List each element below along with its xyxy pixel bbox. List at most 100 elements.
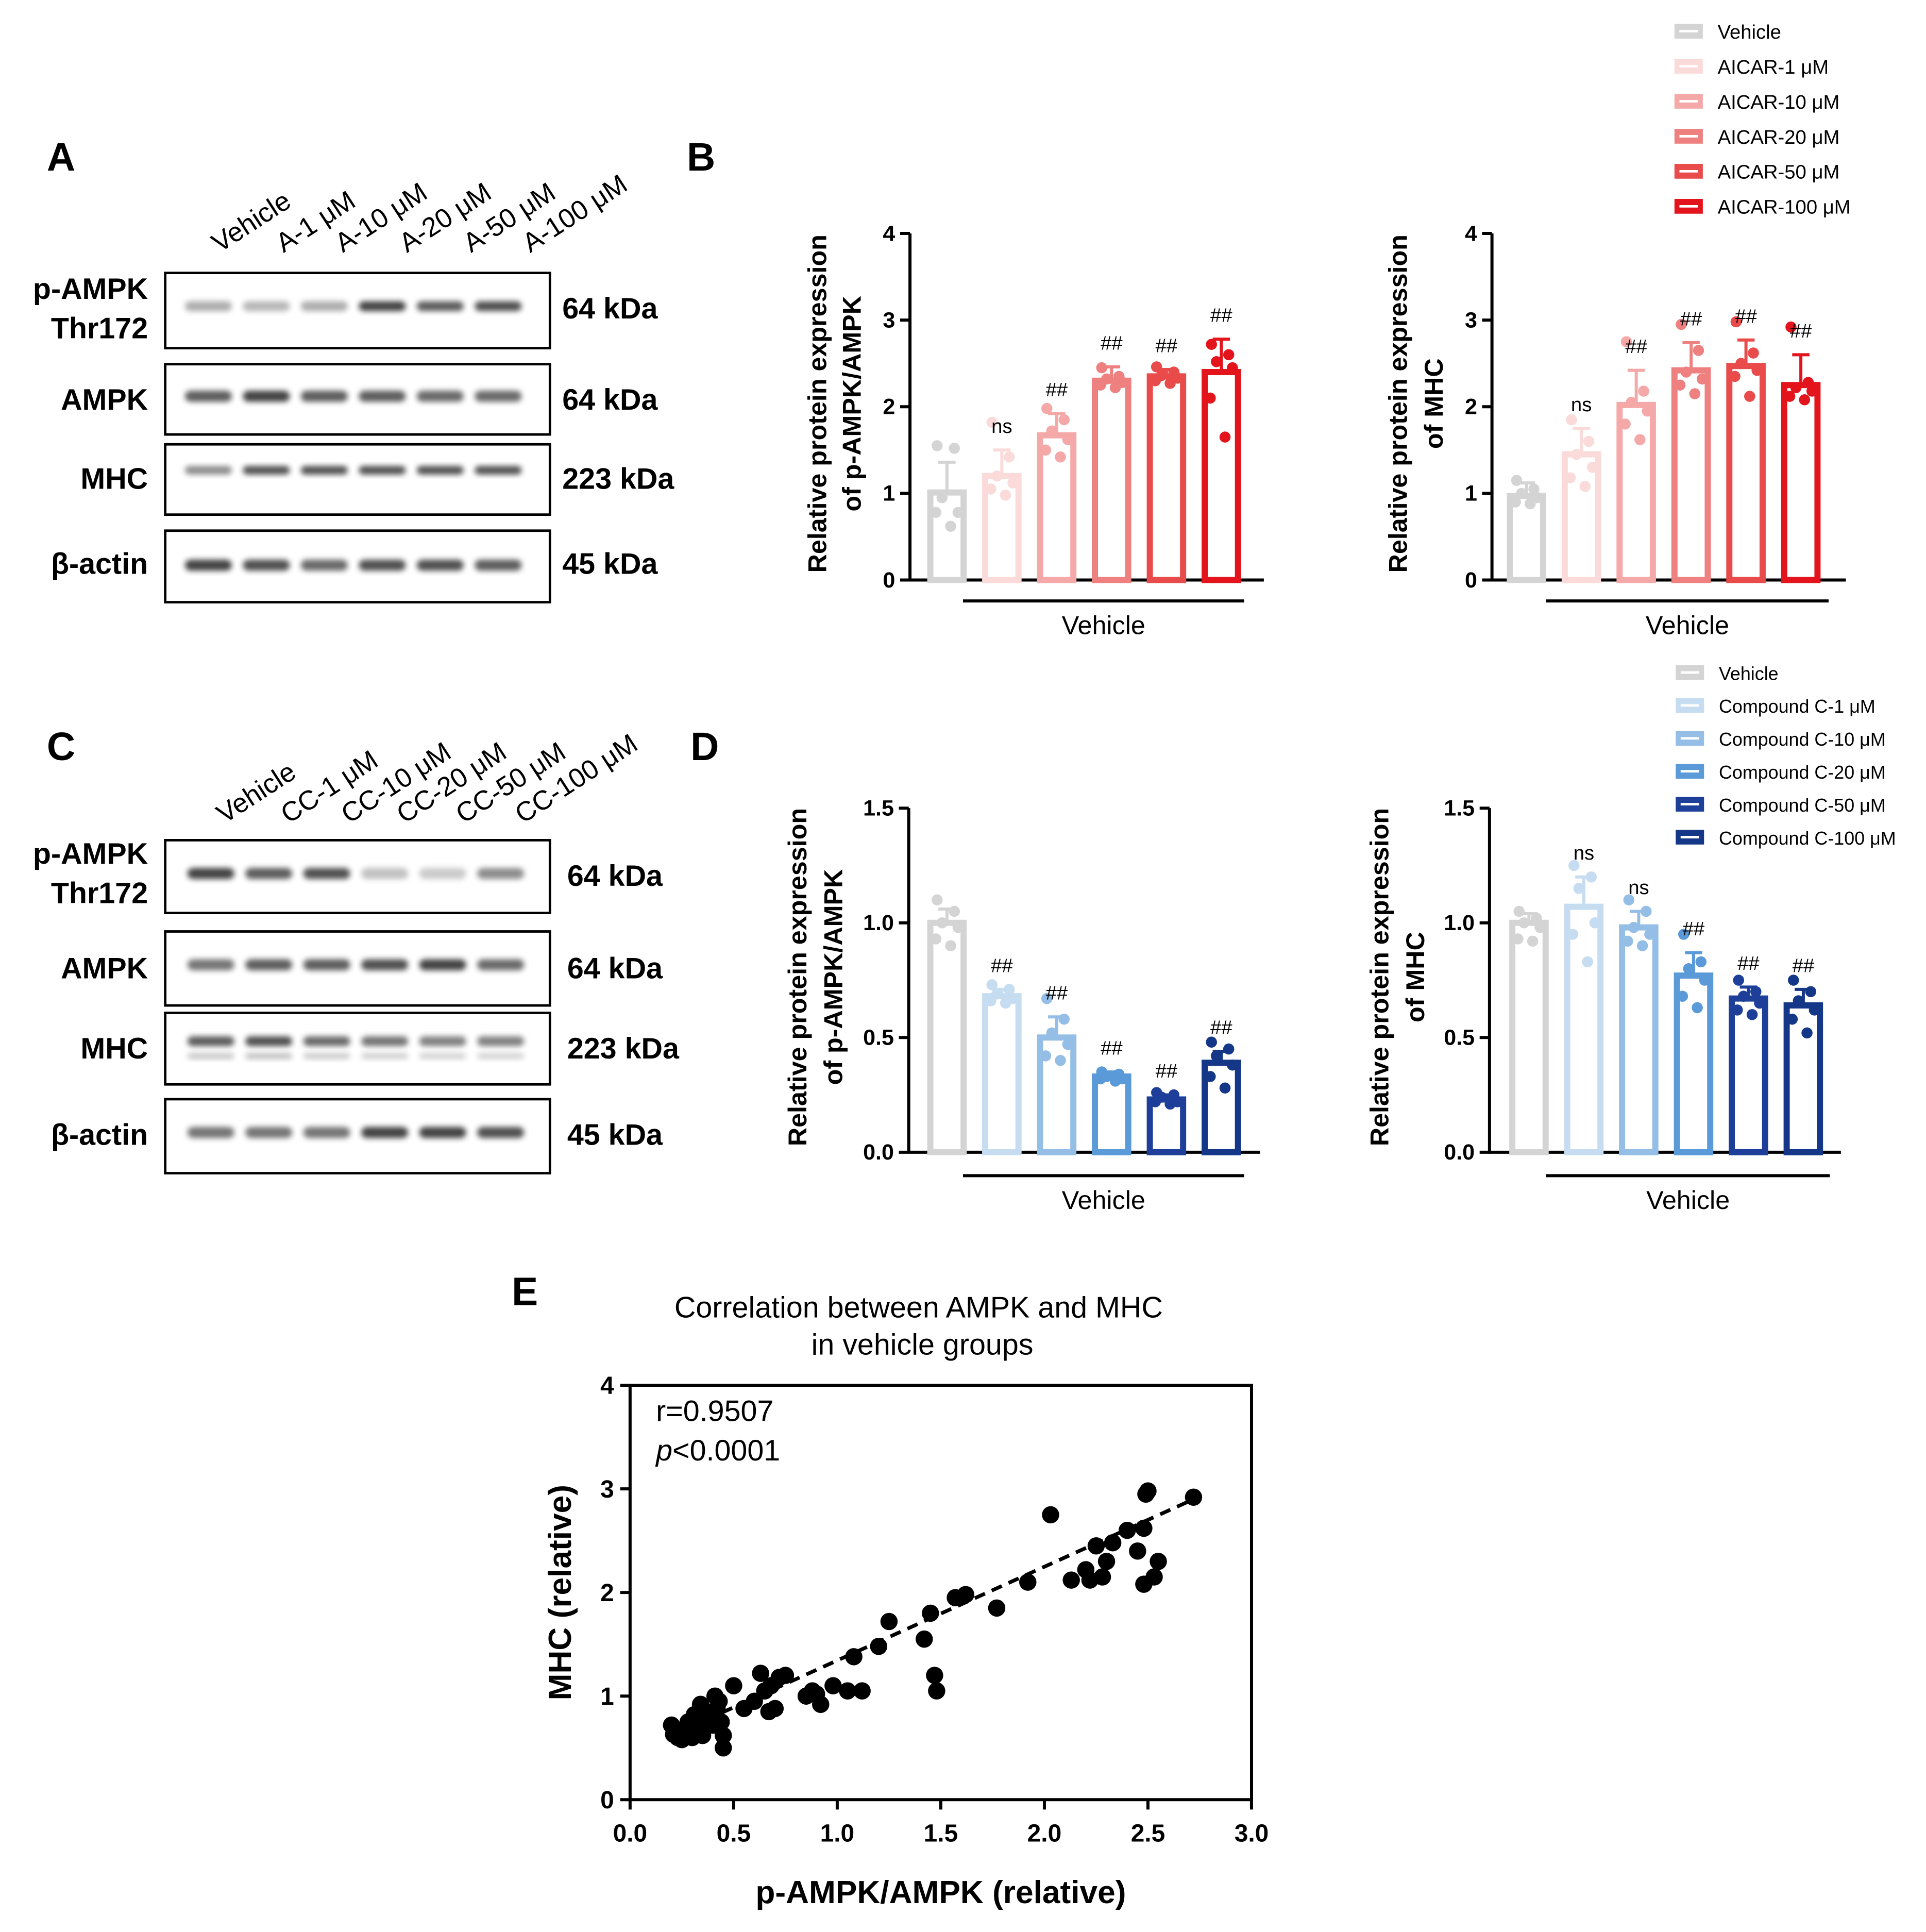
data-point — [1579, 481, 1591, 492]
data-point — [1164, 1098, 1176, 1110]
scatter-point — [1135, 1519, 1153, 1537]
data-point — [1693, 345, 1704, 356]
significance-label: ## — [1735, 305, 1757, 327]
blot-band — [187, 868, 234, 879]
blot-band — [300, 301, 348, 311]
lane-labels: Vehicle CC-1 μM CC-10 μM CC-20 μM CC-50 … — [211, 728, 643, 830]
data-point — [1805, 986, 1817, 998]
data-point — [1586, 462, 1598, 473]
scatter-point — [725, 1677, 742, 1694]
data-point — [1644, 929, 1655, 940]
bar — [1146, 373, 1187, 583]
data-point — [1784, 391, 1796, 402]
data-point — [1219, 431, 1231, 443]
data-point — [1744, 391, 1755, 402]
bar-chart-d-mhc: 0.0 0.5 1.0 1.5 Relative protein expression o… — [1365, 796, 1841, 1215]
blot-band — [416, 466, 464, 475]
y-tick-label: 0.5 — [1444, 1026, 1475, 1050]
blot-band — [416, 559, 464, 571]
blot-row: p-AMPK Thr172 64 kDa — [33, 272, 658, 349]
bar — [1092, 1073, 1131, 1155]
blot-band — [361, 1053, 409, 1060]
legend-label: Compound C-100 μM — [1719, 828, 1896, 849]
blot-band — [187, 1053, 234, 1060]
data-point — [1227, 362, 1238, 374]
legend-compound-c: Vehicle Compound C-1 μM Compound C-10 μM Co… — [1676, 663, 1896, 849]
group-label: Vehicle — [1646, 611, 1729, 640]
data-point — [1680, 366, 1692, 378]
data-point — [1564, 472, 1576, 483]
blot-row-label: p-AMPK — [33, 273, 148, 306]
bar — [1619, 924, 1659, 1155]
data-point — [1003, 451, 1015, 463]
data-point — [1567, 929, 1579, 940]
data-point — [1641, 905, 1652, 917]
regression-line — [670, 1497, 1194, 1737]
legend-label: Compound C-20 μM — [1719, 762, 1886, 783]
y-tick-label: 1.5 — [1444, 796, 1475, 821]
scatter-point — [957, 1586, 974, 1603]
bar — [1509, 919, 1549, 1155]
blot-band — [300, 466, 348, 475]
blot-size-label: 64 kDa — [567, 860, 663, 893]
blot-row-label: AMPK — [61, 383, 148, 416]
data-point — [1223, 349, 1235, 361]
x-axis-label: p-AMPK/AMPK (relative) — [755, 1875, 1126, 1910]
chart-title: Correlation between AMPK and MHC — [674, 1291, 1163, 1324]
blot-size-label: 223 kDa — [567, 1032, 680, 1065]
data-point — [1007, 477, 1019, 489]
y-tick-label: 3 — [883, 308, 895, 332]
blot-band — [243, 559, 290, 571]
significance-label: ## — [1790, 320, 1812, 342]
blot-row-label: β-actin — [51, 547, 148, 580]
blot-size-label: 45 kDa — [567, 1118, 663, 1151]
data-point — [1699, 975, 1711, 986]
data-point — [1785, 321, 1797, 333]
blot-row-label: MHC — [80, 1032, 148, 1065]
data-point — [1151, 361, 1162, 373]
blot-row: β-actin 45 kDa — [51, 529, 658, 603]
data-point — [1678, 929, 1690, 940]
group-label: Vehicle — [1062, 1186, 1145, 1215]
data-point — [1041, 993, 1053, 1004]
blot-band — [361, 959, 409, 970]
blot-band — [184, 466, 232, 475]
y-axis-label: MHC (relative) — [543, 1485, 578, 1700]
data-point — [1642, 405, 1653, 417]
stat-p-value: <0.0001 — [672, 1434, 780, 1467]
panel-label-e: E — [512, 1270, 538, 1314]
blot-row: AMPK 64 kDa — [61, 930, 663, 1007]
data-point — [1164, 378, 1176, 389]
data-point — [936, 492, 948, 503]
data-point — [1150, 1096, 1161, 1107]
blot-size-label: 45 kDa — [562, 547, 658, 580]
bar — [927, 489, 967, 583]
scatter-point — [916, 1630, 933, 1648]
data-point — [952, 507, 964, 518]
blot-band — [419, 868, 466, 879]
data-point — [1058, 1013, 1070, 1025]
y-axis-label: Relative protein expression — [1384, 234, 1413, 573]
significance-label: ## — [991, 954, 1013, 977]
blot-band — [245, 1127, 293, 1138]
scatter-point — [928, 1682, 945, 1700]
blot-band — [243, 391, 290, 402]
data-point — [1512, 933, 1524, 945]
blot-band — [419, 1127, 466, 1138]
blot-band — [475, 391, 522, 402]
blot-size-label: 64 kDa — [562, 292, 658, 325]
data-point — [1802, 377, 1814, 388]
significance-label: ## — [1101, 332, 1123, 354]
blot-frame — [164, 443, 551, 516]
blot-row-label: p-AMPK — [33, 837, 148, 870]
x-tick-label: 3.0 — [1235, 1820, 1269, 1847]
blot-band — [359, 466, 406, 475]
data-point — [1677, 990, 1688, 1002]
blot-row-label: β-actin — [51, 1118, 148, 1151]
blot-band — [416, 301, 464, 311]
data-point — [1219, 1082, 1231, 1094]
blot-band — [300, 559, 348, 571]
y-axis-label: Relative protein expression — [1365, 808, 1394, 1146]
blot-band — [245, 1036, 293, 1047]
data-point — [1003, 984, 1015, 995]
